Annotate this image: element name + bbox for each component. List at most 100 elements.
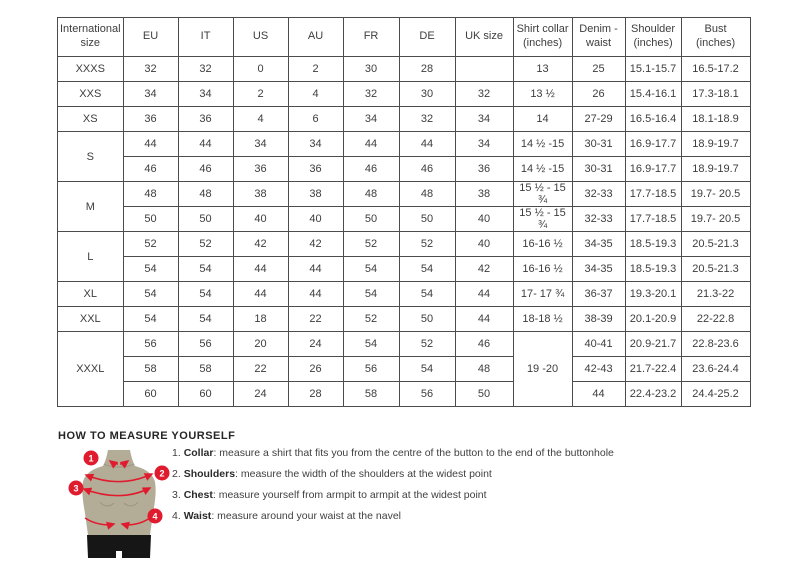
table-cell: 30: [342, 56, 400, 82]
table-cell: 34: [232, 131, 289, 157]
size-table-body: XXXS 32 32 0 2 30 28 13 25 15.1-15.7 16.5-17.2 XXS 3…: [57, 56, 751, 407]
table-row: 54 54 44 44 54 54 42 16-16 ½ 34-35 18.5-19.3 20.5-…: [58, 256, 751, 282]
table-cell: 16.9-17.7: [624, 156, 682, 182]
table-cell: 19.7- 20.5: [680, 181, 751, 207]
table-cell: 22.8-23.6: [680, 331, 751, 357]
table-cell: 34: [122, 81, 179, 107]
column-header: UK size: [454, 17, 514, 57]
column-header: EU: [122, 17, 179, 57]
table-cell: 18.5-19.3: [624, 231, 682, 257]
table-cell: 26: [287, 356, 344, 382]
table-cell: 32-33: [571, 206, 626, 232]
table-cell: 4: [287, 81, 344, 107]
table-cell: 34: [177, 81, 234, 107]
table-cell: 38-39: [571, 306, 626, 332]
table-cell: 32: [342, 81, 400, 107]
table-cell: 52: [342, 306, 400, 332]
table-cell: 40-41: [571, 331, 626, 357]
table-cell: 38: [232, 181, 289, 207]
table-cell: 18: [232, 306, 289, 332]
table-cell: 44: [342, 131, 400, 157]
table-cell: 24: [232, 381, 289, 407]
table-cell: 22: [232, 356, 289, 382]
table-row: S 44 44 34 34 44 44 34 14 ½ -15 30-31 16.9-17.7 18.…: [57, 131, 751, 182]
table-cell: 32: [398, 106, 456, 132]
column-header: FR: [342, 17, 400, 57]
mannequin-illustration: 1 2 3 4: [68, 450, 170, 558]
table-cell: 50: [122, 206, 179, 232]
table-cell: 44: [287, 256, 344, 282]
measure-instruction: 3. Chest: measure yourself from armpit t…: [172, 489, 652, 502]
table-cell: 44: [571, 381, 626, 407]
table-cell: 32: [122, 56, 179, 82]
table-cell: 54: [177, 256, 234, 282]
table-cell: 54: [398, 281, 456, 307]
table-cell: 17.7-18.5: [624, 206, 682, 232]
measure-point-3-label: 3: [73, 483, 78, 493]
table-cell: 44: [122, 131, 179, 157]
table-cell: 38: [287, 181, 344, 207]
table-cell: 46: [454, 331, 514, 357]
table-cell: 18.9-19.7: [680, 131, 751, 157]
instruction-term: Collar: [183, 447, 214, 459]
measure-point-3: [68, 480, 84, 496]
table-cell: 38: [454, 181, 514, 207]
table-cell: 42: [454, 256, 514, 282]
instruction-number: 1.: [172, 447, 184, 459]
table-cell: 54: [342, 281, 400, 307]
column-header: Denim - waist: [571, 17, 626, 57]
table-cell: 34-35: [571, 256, 626, 282]
table-row: 50 50 40 40 50 50 40 15 ½ - 15 ¾ 32-33 17.7-18.5 1…: [58, 206, 751, 232]
table-cell: 42: [232, 231, 289, 257]
table-cell: 50: [454, 381, 514, 407]
table-cell: 52: [398, 231, 456, 257]
size-table: International size EU IT US AU FR DE UK size Shi…: [57, 17, 751, 407]
instruction-number: 2.: [172, 468, 184, 480]
table-cell: 52: [122, 231, 179, 257]
size-group-cell: L: [57, 231, 124, 282]
table-cell: 56: [177, 331, 234, 357]
table-cell: 28: [287, 381, 344, 407]
table-cell: 21.3-22: [680, 281, 751, 307]
table-row: XL 54 54 44 44 54 54 44 17- 17 ¾ 36-37 19.3-20.1 21…: [57, 281, 751, 307]
measure-points: 1 2 3 4: [68, 450, 170, 524]
collar-arrow-right: [119, 460, 130, 469]
table-cell: 34: [454, 131, 514, 157]
table-row: XXS 34 34 2 4 32 30 32 13 ½ 26 15.4-16.1 17.3-18.1: [57, 81, 751, 107]
table-row: 58 58 22 26 56 54 48 42-43 21.7-22.4 23.6-24.4: [58, 356, 751, 382]
table-cell: 18-18 ½: [512, 306, 573, 332]
instruction-term: Waist: [183, 510, 212, 522]
measure-point-4-label: 4: [152, 511, 157, 521]
table-cell: 32: [177, 56, 234, 82]
measure-arrows: [82, 460, 154, 530]
table-cell: 46: [342, 156, 400, 182]
table-cell: 40: [454, 206, 514, 232]
table-cell: 18.5-19.3: [624, 256, 682, 282]
table-cell: 44: [287, 281, 344, 307]
table-cell: 46: [398, 156, 456, 182]
table-cell: 56: [122, 331, 179, 357]
measure-instruction: 2. Shoulders: measure the width of the s…: [172, 468, 652, 481]
table-row: L 52 52 42 42 52 52 40 16-16 ½ 34-35 18.5-19.3 20.5…: [57, 231, 751, 282]
size-group-cell: XXXS: [57, 56, 124, 82]
table-cell: 30: [398, 81, 456, 107]
table-cell: 40: [232, 206, 289, 232]
table-cell: 46: [177, 156, 234, 182]
table-cell: 15 ½ - 15 ¾: [512, 181, 573, 207]
table-cell: 15.1-15.7: [624, 56, 682, 82]
table-row: XXXL 56 56 20 24 54 52 46 19 -20 40-41 20.9-21.7 22…: [57, 331, 751, 407]
table-cell: 36-37: [571, 281, 626, 307]
table-cell: 56: [398, 381, 456, 407]
instruction-text: : measure around your waist at the navel: [211, 510, 401, 522]
table-cell: 50: [398, 306, 456, 332]
table-cell: 54: [342, 256, 400, 282]
table-cell: 30-31: [571, 156, 626, 182]
measure-instructions: 1. Collar: measure a shirt that fits you…: [172, 447, 652, 531]
table-cell: 13: [512, 56, 573, 82]
table-cell: 22.4-23.2: [624, 381, 682, 407]
instruction-text: : measure the width of the shoulders at …: [235, 468, 492, 480]
table-cell: 48: [342, 181, 400, 207]
table-row: 60 60 24 28 58 56 50 44 22.4-23.2 24.4-25.2: [58, 381, 751, 407]
table-cell: 54: [177, 281, 234, 307]
